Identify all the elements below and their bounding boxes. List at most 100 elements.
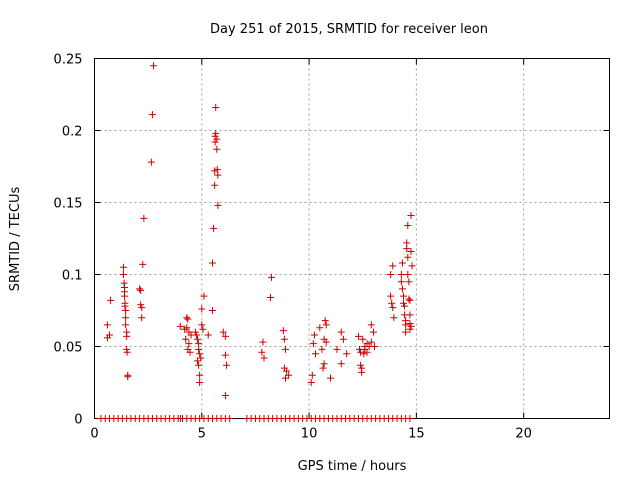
data-point (358, 368, 366, 376)
data-point (119, 263, 127, 271)
data-point (371, 343, 379, 350)
data-point (198, 321, 206, 329)
y-tick-labels: 0 0.05 0.1 0.15 0.2 0.25 (54, 53, 83, 428)
y-tick-label: 0.2 (62, 125, 83, 140)
data-point (138, 304, 146, 312)
data-point (367, 338, 375, 346)
data-point (139, 260, 147, 268)
data-point (121, 302, 129, 310)
data-point (196, 379, 204, 386)
data-point (212, 103, 220, 111)
data-point (406, 296, 414, 304)
data-point (388, 299, 396, 307)
data-point (307, 379, 315, 386)
data-point (210, 224, 218, 232)
x-tick-label: 10 (301, 427, 318, 442)
y-tick-label: 0.1 (62, 269, 83, 284)
data-point (147, 158, 155, 166)
grid-lines (94, 58, 610, 419)
data-point (106, 331, 114, 339)
data-point (122, 307, 130, 314)
data-point (226, 415, 234, 422)
data-point (183, 314, 191, 322)
data-point (363, 348, 371, 356)
data-point (122, 321, 130, 329)
data-point (402, 321, 410, 329)
data-point (406, 415, 414, 422)
x-tick-labels: 0 5 10 15 20 (90, 427, 532, 442)
data-point (322, 338, 330, 346)
data-point (182, 335, 190, 343)
data-point (212, 129, 220, 137)
data-point (318, 345, 326, 353)
data-point (194, 357, 201, 365)
data-point (196, 371, 204, 379)
x-tick-label: 5 (198, 427, 206, 442)
data-point (400, 292, 407, 300)
data-point (389, 304, 397, 312)
data-point (359, 335, 367, 343)
data-point (408, 262, 416, 270)
data-point (404, 222, 412, 230)
data-point (268, 273, 276, 281)
data-point (221, 351, 229, 359)
data-point (281, 345, 289, 353)
data-point (214, 171, 222, 179)
data-point (184, 315, 192, 323)
data-point (176, 322, 184, 330)
data-point (279, 327, 287, 335)
data-point (213, 165, 221, 173)
data-point (343, 350, 351, 358)
axis-ticks (94, 58, 610, 419)
data-point (150, 62, 158, 70)
data-point (309, 340, 317, 348)
data-point (337, 360, 345, 368)
data-point (400, 299, 407, 307)
y-tick-label: 0 (74, 413, 82, 428)
data-point (316, 324, 324, 332)
data-point (195, 361, 203, 369)
data-point (258, 348, 266, 356)
data-point (360, 350, 368, 358)
y-tick-label: 0.05 (54, 341, 83, 356)
y-tick-label: 0.15 (54, 197, 83, 212)
data-point (389, 262, 397, 270)
data-point (357, 361, 365, 369)
data-point (407, 247, 415, 255)
data-point (354, 332, 362, 340)
data-point (283, 367, 291, 375)
data-point (123, 332, 131, 340)
data-point (209, 307, 217, 314)
plot-frame (94, 58, 610, 419)
data-point (387, 271, 395, 278)
data-point (124, 373, 132, 381)
data-point (319, 364, 327, 372)
data-point (148, 111, 156, 119)
x-tick-label: 0 (90, 427, 98, 442)
data-point (191, 328, 199, 336)
data-point (404, 271, 412, 278)
data-point (192, 331, 200, 339)
data-points (97, 62, 416, 422)
data-point (222, 361, 230, 369)
data-point (136, 285, 144, 293)
data-point (103, 321, 111, 329)
data-point (310, 331, 318, 339)
data-point (308, 371, 316, 379)
data-point (211, 181, 219, 189)
data-point (123, 348, 131, 356)
data-point (198, 305, 206, 313)
data-point (357, 348, 365, 356)
data-point (407, 322, 415, 330)
data-point (387, 292, 395, 300)
data-point (407, 211, 415, 219)
x-axis-label: GPS time / hours (298, 459, 407, 474)
data-point (401, 302, 409, 310)
data-point (339, 335, 347, 343)
data-point (121, 292, 129, 300)
data-point (186, 348, 194, 356)
data-point (406, 311, 414, 319)
data-point (194, 335, 201, 343)
data-point (107, 296, 115, 304)
